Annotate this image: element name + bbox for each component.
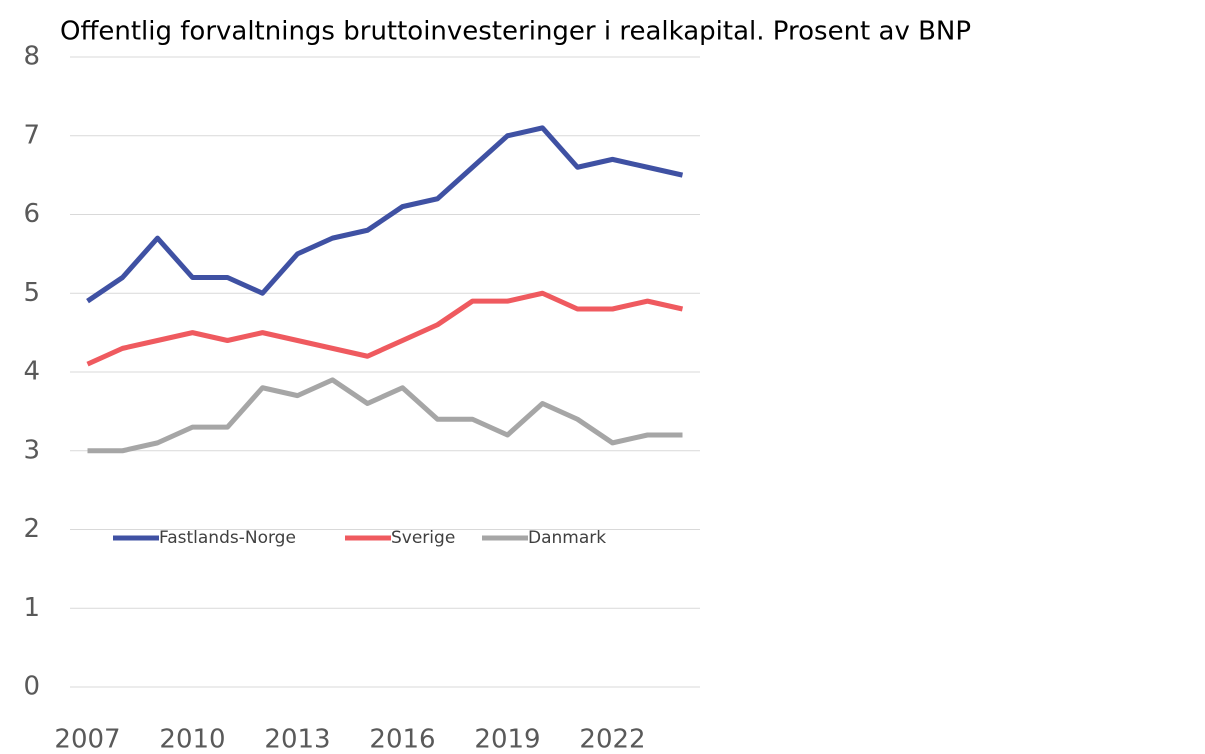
y-tick-label: 0 (23, 672, 40, 702)
y-tick-label: 2 (23, 514, 40, 544)
y-tick-label: 3 (23, 435, 40, 465)
legend-item: Fastlands-Norge (113, 528, 296, 548)
y-tick-label: 8 (23, 42, 40, 72)
x-tick-label: 2010 (159, 725, 225, 754)
y-tick-label: 4 (23, 357, 40, 387)
chart-title: Offentlig forvaltnings bruttoinvestering… (60, 17, 971, 47)
legend-label: Fastlands-Norge (159, 528, 296, 548)
y-tick-label: 6 (23, 199, 40, 229)
x-tick-label: 2007 (54, 725, 120, 754)
x-tick-label: 2013 (264, 725, 330, 754)
y-tick-label: 1 (23, 593, 40, 623)
y-tick-label: 5 (23, 278, 40, 308)
series-line (86, 290, 684, 367)
x-tick-label: 2022 (579, 725, 645, 754)
x-tick-label: 2019 (474, 725, 540, 754)
legend-label: Sverige (391, 528, 455, 548)
legend-label: Danmark (528, 528, 606, 548)
legend-item: Danmark (482, 528, 606, 548)
y-tick-label: 7 (23, 120, 40, 150)
series-line (87, 377, 683, 454)
x-tick-label: 2016 (369, 725, 435, 754)
series-line (86, 125, 684, 304)
legend-item: Sverige (345, 528, 455, 548)
